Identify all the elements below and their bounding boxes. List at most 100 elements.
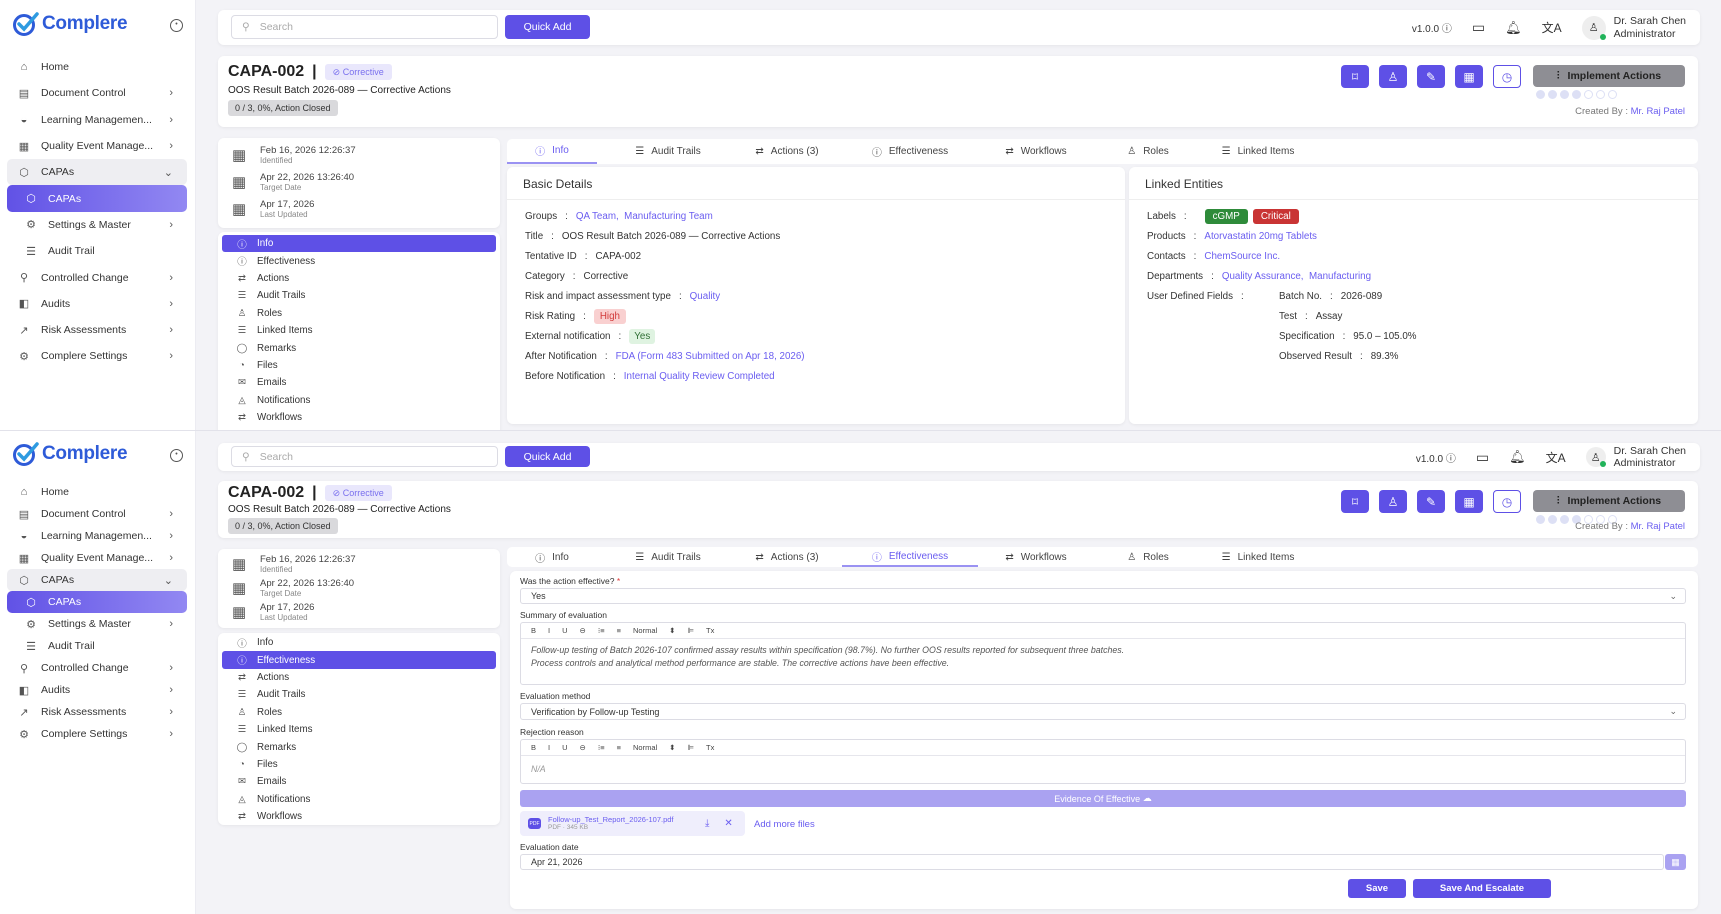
monitor-icon[interactable]: ▭ [1471,19,1486,35]
bullet-list-button[interactable]: ≡ [616,743,621,752]
calendar-settings-button[interactable]: ▦ [1455,65,1483,88]
evidence-upload-bar[interactable]: Evidence Of Effective ☁ [520,790,1686,807]
effective-select[interactable]: Yes ⌄ [520,588,1686,604]
before-notification-value[interactable]: Internal Quality Review Completed [623,371,775,382]
sidebar-item-controlled-change[interactable]: ⚲ Controlled Change › [7,657,187,679]
sidebar-item-audits[interactable]: ◧ Audits › [7,291,187,317]
italic-button[interactable]: I [548,743,551,752]
side-nav-workflows[interactable]: ⇄ Workflows [222,808,496,825]
product-link[interactable]: Atorvastatin 20mg Tablets [1204,231,1317,242]
sidebar-item-learning-managemen[interactable]: ◒ Learning Managemen... › [7,525,187,547]
search-input[interactable]: ⚲ Search [231,15,498,39]
collapse-sidebar-icon[interactable]: • [170,19,183,32]
edit-button[interactable]: ✎ [1417,65,1445,88]
created-by-user-link[interactable]: Mr. Raj Patel [1630,521,1685,532]
sidebar-item-quality-event-manage[interactable]: ▦ Quality Event Manage... › [7,547,187,569]
strikethrough-button[interactable]: ⊖ [579,743,586,752]
side-nav-actions[interactable]: ⇄ Actions [222,270,496,287]
info-icon[interactable]: ⓘ [1441,24,1452,35]
heading-dropdown-icon[interactable]: ⬍ [669,626,676,635]
sidebar-item-complere-settings[interactable]: ⚙ Complere Settings › [7,723,187,745]
group-link[interactable]: QA Team, [575,211,619,222]
monitor-icon[interactable]: ▭ [1475,448,1490,465]
file-name[interactable]: Follow-up_Test_Report_2026-107.pdf [548,815,674,824]
side-nav-effectiveness[interactable]: ⓘ Effectiveness [222,651,496,669]
side-nav-remarks[interactable]: ◯ Remarks [222,339,496,356]
quick-add-button[interactable]: Quick Add [505,15,590,39]
sidebar-item-controlled-change[interactable]: ⚲ Controlled Change › [7,264,187,290]
side-nav-effectiveness[interactable]: ⓘ Effectiveness [222,252,496,269]
ordered-list-button[interactable]: ⁝≡ [597,626,605,635]
summary-editor[interactable]: B I U ⊖ ⁝≡ ≡ Normal ⬍ ⊫ Tx Follow-up testing of B… [520,622,1686,685]
sidebar-item-capas[interactable]: ⬡ CAPAs [7,591,187,613]
side-nav-audit-trails[interactable]: ☰ Audit Trails [222,287,496,304]
side-nav-audit-trails[interactable]: ☰ Audit Trails [222,686,496,703]
bookmark-button[interactable]: ⌑ [1341,65,1369,88]
tab-linked-items[interactable]: ☰ Linked Items [1198,547,1318,567]
sidebar-item-home[interactable]: ⌂ Home [7,54,187,80]
summary-text[interactable]: Follow-up testing of Batch 2026-107 conf… [521,639,1685,675]
search-input[interactable]: ⚲ Search [231,446,498,467]
sidebar-item-learning-managemen[interactable]: ◒ Learning Managemen... › [7,107,187,133]
tab-effectiveness[interactable]: ⓘ Effectiveness [842,139,978,164]
after-notification-value[interactable]: FDA (Form 483 Submitted on Apr 18, 2026) [615,351,805,362]
user-menu[interactable]: ♙ Dr. Sarah Chen Administrator [1585,445,1686,470]
download-icon[interactable]: ⤓ [705,818,710,829]
align-button[interactable]: ⊫ [687,626,694,635]
calendar-icon[interactable]: ▦ [1665,854,1686,870]
logo[interactable]: Complere [13,12,128,36]
heading-dropdown-icon[interactable]: ⬍ [669,743,676,752]
sidebar-item-audit-trail[interactable]: ☰ Audit Trail [7,238,187,264]
history-button[interactable]: ◷ [1493,490,1521,513]
heading-select[interactable]: Normal [632,743,658,752]
sidebar-item-risk-assessments[interactable]: ↗ Risk Assessments › [7,701,187,723]
side-nav-linked-items[interactable]: ☰ Linked Items [222,322,496,339]
side-nav-remarks[interactable]: ◯ Remarks [222,738,496,755]
tab-actions[interactable]: ⇄ Actions (3) [735,547,839,567]
contact-link[interactable]: ChemSource Inc. [1204,251,1281,262]
sidebar-item-audit-trail[interactable]: ☰ Audit Trail [7,635,187,657]
bullet-list-button[interactable]: ≡ [616,626,621,635]
sidebar-item-document-control[interactable]: ▤ Document Control › [7,503,187,525]
sidebar-item-capas[interactable]: ⬡ CAPAs ⌄ [7,159,187,186]
side-nav-actions[interactable]: ⇄ Actions [222,669,496,686]
side-nav-files[interactable]: ◔ Files [222,756,496,773]
side-nav-workflows[interactable]: ⇄ Workflows [222,409,496,426]
heading-select[interactable]: Normal [632,626,658,635]
save-button[interactable]: Save [1348,879,1406,898]
sidebar-item-settings-master[interactable]: ⚙ Settings & Master › [7,613,187,635]
sidebar-item-quality-event-manage[interactable]: ▦ Quality Event Manage... › [7,133,187,159]
logo[interactable]: Complere [13,442,128,466]
add-more-files-link[interactable]: Add more files [754,819,815,830]
implement-actions-button[interactable]: ⫶ Implement Actions [1533,65,1685,87]
sidebar-item-home[interactable]: ⌂ Home [7,481,187,503]
bookmark-button[interactable]: ⌑ [1341,490,1369,513]
translate-icon[interactable]: 文A [1545,450,1566,465]
side-nav-emails[interactable]: ✉ Emails [222,374,496,391]
tab-actions[interactable]: ⇄ Actions (3) [735,139,839,164]
department-link[interactable]: Quality Assurance, [1221,271,1304,282]
align-button[interactable]: ⊫ [687,743,694,752]
tab-workflows[interactable]: ⇄ Workflows [981,139,1091,164]
side-nav-info[interactable]: ⓘ Info [222,235,496,253]
bell-icon[interactable]: 🔔︎ [1505,19,1522,35]
group-link[interactable]: Manufacturing Team [624,211,713,222]
side-nav-roles[interactable]: ♙ Roles [222,305,496,322]
side-nav-notifications[interactable]: ◬ Notifications [222,392,496,409]
sidebar-item-complere-settings[interactable]: ⚙ Complere Settings › [7,343,187,369]
tab-workflows[interactable]: ⇄ Workflows [981,547,1091,567]
calendar-settings-button[interactable]: ▦ [1455,490,1483,513]
assign-user-button[interactable]: ♙ [1379,65,1407,88]
side-nav-notifications[interactable]: ◬ Notifications [222,791,496,808]
sidebar-item-risk-assessments[interactable]: ↗ Risk Assessments › [7,317,187,343]
tab-audit-trails[interactable]: ☰ Audit Trails [613,139,723,164]
risk-type-value[interactable]: Quality [689,291,721,302]
collapse-sidebar-icon[interactable]: • [170,449,183,462]
remove-file-icon[interactable]: ✕ [724,818,733,829]
strikethrough-button[interactable]: ⊖ [579,626,586,635]
assign-user-button[interactable]: ♙ [1379,490,1407,513]
rejection-placeholder[interactable]: N/A [531,764,546,774]
side-nav-emails[interactable]: ✉ Emails [222,773,496,790]
quick-add-button[interactable]: Quick Add [505,446,590,467]
method-select[interactable]: Verification by Follow-up Testing ⌄ [520,703,1686,720]
